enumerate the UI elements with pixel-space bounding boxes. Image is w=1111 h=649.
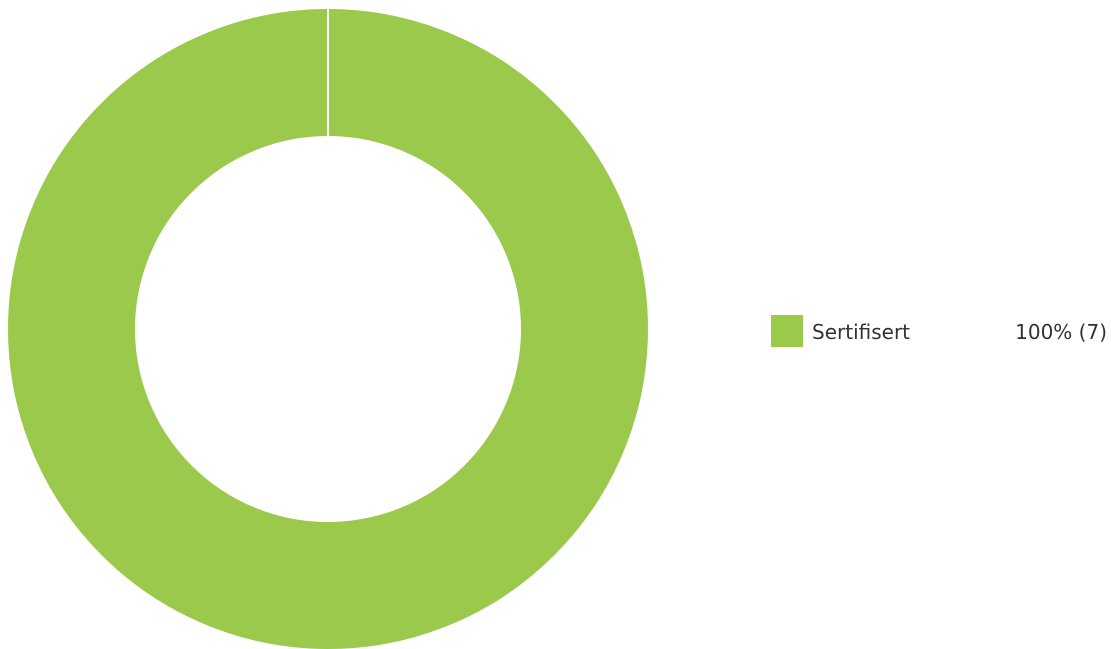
legend-swatch-sertifisert [771,315,803,347]
legend-label-sertifisert: Sertifisert [812,320,910,344]
donut-slice-sertifisert [8,9,648,649]
legend: Sertifisert 100% (7) [771,315,1107,347]
donut-slices [8,9,648,649]
legend-value-sertifisert: 100% (7) [1015,320,1107,344]
